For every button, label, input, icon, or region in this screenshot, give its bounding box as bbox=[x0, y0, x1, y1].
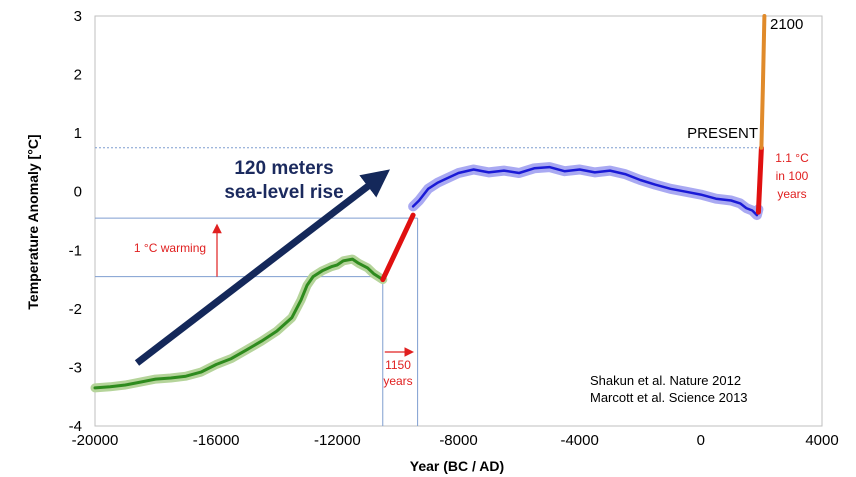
sea-level-annotation-line2: sea-level rise bbox=[224, 182, 343, 203]
y-tick-label: 0 bbox=[74, 184, 82, 201]
x-tick-label: 4000 bbox=[805, 432, 838, 449]
x-tick-label: -16000 bbox=[193, 432, 240, 449]
y-axis-title: Temperature Anomaly [°C] bbox=[25, 134, 41, 309]
deglacial-warming-segment-line bbox=[380, 212, 416, 283]
sea-level-annotation-line1: 120 meters bbox=[234, 158, 333, 179]
x-axis-title: Year (BC / AD) bbox=[410, 458, 504, 474]
marcott-series-line bbox=[411, 165, 760, 217]
source-marcott: Marcott et al. Science 2013 bbox=[590, 390, 748, 405]
recent-warming-annotation-line3: years bbox=[777, 187, 806, 201]
present-label: PRESENT bbox=[687, 125, 758, 142]
x-tick-label: -20000 bbox=[72, 432, 119, 449]
y-tick-label: 1 bbox=[74, 125, 82, 142]
shakun-series-line bbox=[93, 257, 385, 390]
sea-level-arrow bbox=[134, 169, 391, 366]
x-tick-label: -4000 bbox=[560, 432, 598, 449]
year-2100-label: 2100 bbox=[770, 16, 803, 33]
y-tick-label: 3 bbox=[74, 8, 82, 25]
y-tick-label: 2 bbox=[74, 67, 82, 84]
recent-warming-segment-line bbox=[755, 145, 764, 215]
recent-warming-annotation-line1: 1.1 °C bbox=[775, 151, 809, 165]
years-1150-annotation-line2: years bbox=[383, 374, 412, 388]
warming-1c-annotation: 1 °C warming bbox=[134, 241, 206, 255]
y-tick-label: -3 bbox=[69, 359, 82, 376]
y-tick-label: -2 bbox=[69, 301, 82, 318]
source-shakun: Shakun et al. Nature 2012 bbox=[590, 373, 741, 388]
years-1150-annotation-line1: 1150 bbox=[385, 358, 411, 372]
projection-2100-segment-line bbox=[759, 14, 767, 150]
y-tick-label: -4 bbox=[69, 418, 82, 435]
plot-frame bbox=[94, 15, 823, 427]
recent-warming-annotation-line2: in 100 bbox=[776, 169, 809, 183]
shakun-series-band bbox=[90, 254, 388, 393]
x-tick-label: -8000 bbox=[439, 432, 477, 449]
plot-area: -20000 -16000 -12000 -8000 -4000 0 4000 -4 -3 -2 -… bbox=[69, 8, 839, 449]
x-tick-label: 0 bbox=[697, 432, 705, 449]
x-tick-label: -12000 bbox=[314, 432, 361, 449]
y-tick-label: -1 bbox=[69, 242, 82, 259]
marcott-series-band bbox=[408, 162, 764, 221]
